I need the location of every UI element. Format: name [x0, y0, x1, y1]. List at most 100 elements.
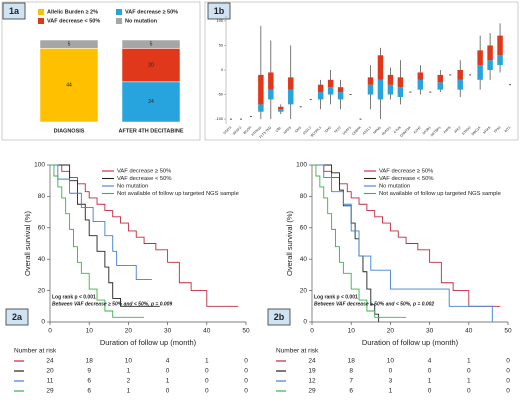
- x-tick-label: SRSF2: [232, 125, 242, 135]
- x-tick-label: 10: [348, 328, 356, 335]
- y-tick-label: 40: [38, 256, 46, 263]
- panel-tag-box: [207, 2, 231, 20]
- x-tick-label: KRAS: [482, 125, 492, 135]
- box-lower: [258, 104, 264, 112]
- risk-count: 1: [205, 358, 209, 365]
- x-tick-label: 50: [242, 328, 250, 335]
- box-lower: [417, 79, 424, 90]
- risk-count: 0: [205, 378, 209, 385]
- risk-count: 0: [205, 388, 209, 395]
- risk-count: 1: [467, 378, 471, 385]
- y-tick-label: 0: [221, 68, 223, 72]
- risk-count: 6: [87, 378, 91, 385]
- data-label: 20: [148, 62, 154, 68]
- y-tick-label: 0: [41, 319, 45, 326]
- survival-curve: [50, 164, 145, 318]
- risk-count: 29: [46, 388, 54, 395]
- risk-count: 0: [506, 388, 510, 395]
- y-tick-label: 20: [300, 287, 308, 294]
- annotation: Between VAF decrease ≥ 50% and < 50%, p …: [52, 301, 172, 307]
- x-tick-label: 30: [164, 328, 172, 335]
- bar-segment: [39, 48, 99, 123]
- panel-tag: 1b: [214, 6, 225, 16]
- x-tick-label: CEBPA: [351, 125, 362, 136]
- y-tick-label: 40: [300, 256, 308, 263]
- box-upper: [258, 74, 264, 105]
- legend-label: VAF decrease < 50%: [47, 18, 100, 24]
- risk-count: 4: [428, 358, 432, 365]
- x-tick-label: 50: [504, 328, 512, 335]
- panel-tag-box: [2, 2, 26, 20]
- survival-curve: [50, 164, 160, 307]
- x-tick-label: EZH2: [413, 125, 422, 134]
- y-axis-label: Overall survival (%): [23, 210, 32, 276]
- risk-count: 0: [428, 388, 432, 395]
- risk-count: 9: [87, 368, 91, 375]
- x-tick-label: TET2: [333, 125, 342, 134]
- bar-segment: [39, 39, 99, 49]
- x-tick-label: DNMT3A: [399, 125, 412, 138]
- legend-swatch: [38, 9, 44, 15]
- data-label: 5: [68, 42, 71, 48]
- risk-count: 12: [308, 378, 316, 385]
- risk-count: 0: [506, 368, 510, 375]
- panel-tag-box: [267, 308, 291, 326]
- annotation: Log rank p < 0.001: [52, 294, 96, 300]
- panel-tag: 2a: [12, 312, 23, 322]
- x-tick-label: ETV6: [393, 125, 402, 134]
- x-tick-label: WT1: [504, 125, 512, 133]
- box-lower: [327, 87, 334, 95]
- risk-title: Number at risk: [14, 348, 57, 355]
- x-tick-label: 20: [125, 328, 133, 335]
- panel-tag: 2b: [274, 312, 285, 322]
- box-upper: [337, 87, 344, 93]
- risk-count: 0: [428, 368, 432, 375]
- y-tick-label: 60: [38, 225, 46, 232]
- risk-count: 3: [389, 378, 393, 385]
- risk-count: 29: [308, 388, 316, 395]
- risk-count: 0: [166, 388, 170, 395]
- box-lower: [487, 60, 493, 70]
- risk-count: 10: [387, 358, 395, 365]
- box-lower: [337, 92, 344, 100]
- survival-curve: [312, 164, 493, 322]
- box-lower: [367, 84, 374, 95]
- panel-tag-box: [5, 308, 29, 326]
- box-lower: [457, 79, 463, 90]
- bar-segment: [121, 39, 181, 49]
- box-upper: [487, 45, 493, 61]
- bar-segment: [121, 81, 181, 123]
- x-tick-label: NRAS: [283, 125, 293, 135]
- x-axis-label: Duration of follow up (month): [362, 338, 459, 347]
- y-tick-label: -50: [218, 93, 224, 97]
- box-upper: [367, 77, 374, 85]
- x-tick-label: RUNX1: [381, 125, 392, 136]
- x-tick-label: IDH1: [294, 125, 302, 133]
- y-tick-label: 100: [217, 19, 223, 23]
- legend-swatch: [116, 18, 122, 24]
- risk-count: 0: [244, 388, 248, 395]
- y-tick-label: 60: [300, 225, 308, 232]
- panel-frame: [1, 1, 201, 141]
- risk-count: 7: [349, 378, 353, 385]
- category-label: DIAGNOSIS: [54, 128, 85, 134]
- risk-count: 0: [166, 368, 170, 375]
- risk-count: 1: [467, 358, 471, 365]
- box-lower: [317, 92, 324, 100]
- x-tick-label: 40: [203, 328, 211, 335]
- risk-count: 6: [349, 388, 353, 395]
- box-lower: [278, 109, 284, 112]
- box-upper: [288, 77, 294, 90]
- box-lower: [437, 82, 443, 90]
- legend-label: Allelic Burden ≥ 2%: [47, 9, 98, 15]
- x-tick-label: SF3B1: [422, 125, 432, 135]
- x-tick-label: 0: [48, 328, 52, 335]
- risk-count: 6: [87, 388, 91, 395]
- legend-swatch: [38, 18, 44, 24]
- x-tick-label: 40: [465, 328, 473, 335]
- x-tick-label: ASXL2: [302, 125, 312, 135]
- legend-label: VAF decrease < 50%: [379, 176, 434, 182]
- legend-label: Not available of follow up targeted NGS …: [379, 191, 501, 197]
- y-tick-label: -100: [215, 117, 223, 121]
